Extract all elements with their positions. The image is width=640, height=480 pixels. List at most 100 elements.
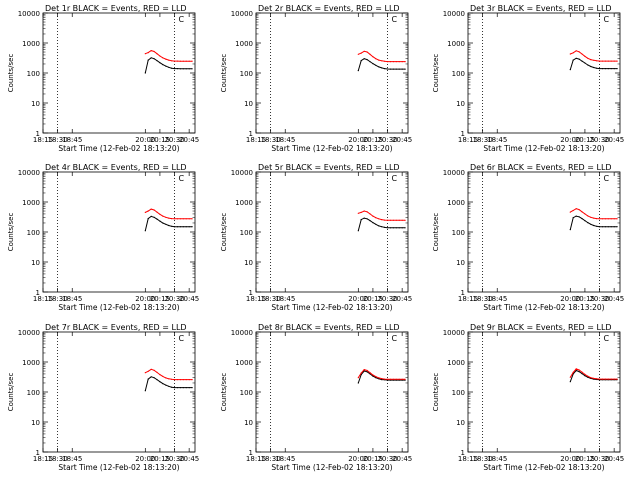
data-point [144, 390, 146, 392]
data-point [150, 50, 152, 52]
x-tick-label: 20:15 [575, 136, 595, 144]
data-point [392, 227, 394, 229]
panel-title: Det 6r BLACK = Events, RED = LLD [470, 163, 612, 172]
data-point [372, 63, 374, 65]
y-tick-label: 10000 [231, 169, 253, 177]
data-point [179, 226, 181, 228]
data-point [375, 376, 377, 378]
y-axis-label: Counts/sec [220, 54, 228, 93]
data-point [569, 53, 571, 55]
data-point [144, 72, 146, 74]
x-tick-label: 18:15 [458, 455, 478, 463]
plot-frame [42, 12, 196, 134]
chart-panel-4: Det 4r BLACK = Events, RED = LLD 1 10 100 10… [7, 163, 199, 312]
x-tick-label: 20:30 [377, 136, 397, 144]
data-point [381, 226, 383, 228]
plot-frame [467, 12, 621, 134]
data-point [395, 219, 397, 221]
data-point [144, 372, 146, 374]
data-point [171, 378, 173, 380]
data-point [156, 371, 158, 373]
y-tick-label: 10000 [443, 169, 465, 177]
plot-frame [467, 171, 621, 293]
data-point [610, 226, 612, 228]
x-tick-label: 18:45 [275, 136, 295, 144]
x-axis-label: Start Time (12-Feb-02 18:13:20) [271, 144, 392, 153]
data-point [176, 68, 179, 70]
data-point [584, 220, 586, 222]
chart-panel-3: Det 3r BLACK = Events, RED = LLD 1 10 100 10… [432, 4, 624, 153]
data-point [156, 211, 158, 213]
x-tick-label: 18:30 [473, 136, 493, 144]
data-point [171, 60, 173, 62]
data-point [575, 208, 577, 210]
data-point [168, 224, 170, 227]
data-point [598, 60, 601, 62]
data-point [191, 379, 193, 381]
x-tick-label: 20:45 [392, 136, 412, 144]
x-tick-label: 18:15 [246, 455, 266, 463]
data-point [375, 377, 377, 379]
data-point [398, 227, 400, 229]
data-point [584, 55, 586, 57]
data-point [153, 50, 155, 53]
data-point [357, 377, 359, 379]
data-point [147, 378, 149, 380]
y-tick-label: 100 [27, 389, 40, 397]
x-tick-label: 20:45 [392, 455, 412, 463]
y-tick-label: 1 [249, 449, 253, 457]
y-tick-label: 1000 [235, 199, 253, 207]
data-point [578, 371, 580, 373]
data-point [191, 60, 193, 62]
data-point [386, 68, 389, 70]
chart-panel-1: Det 1r BLACK = Events, RED = LLD 1 10 100 10… [7, 4, 199, 153]
x-tick-label: 18:15 [33, 455, 53, 463]
data-point [395, 378, 397, 380]
data-point [598, 68, 601, 70]
y-tick-label: 1000 [447, 199, 465, 207]
data-point [389, 227, 392, 229]
data-point [578, 209, 580, 211]
data-point [575, 368, 577, 370]
data-point [601, 378, 604, 380]
data-point [179, 387, 181, 389]
data-point [598, 378, 601, 380]
plot-frame [255, 331, 409, 453]
data-point [596, 60, 598, 62]
y-axis-label: Counts/sec [432, 373, 440, 412]
data-point [153, 369, 155, 371]
data-point [569, 229, 571, 231]
x-tick-label: 20:45 [604, 295, 624, 303]
data-point [185, 379, 187, 381]
data-point [144, 53, 146, 55]
x-tick-label: 18:30 [261, 136, 281, 144]
data-point [378, 377, 380, 379]
y-tick-label: 1 [461, 130, 465, 138]
x-tick-label: 20:00 [560, 295, 580, 303]
data-point [596, 67, 598, 69]
data-point [610, 378, 612, 380]
data-point [357, 53, 359, 55]
x-tick-label: 20:00 [348, 295, 368, 303]
data-point [165, 216, 167, 218]
x-tick-label: 20:30 [164, 136, 184, 144]
panel-marker-label: C [391, 15, 397, 24]
data-point [404, 227, 406, 229]
x-tick-label: 18:30 [48, 295, 68, 303]
y-tick-label: 1000 [447, 40, 465, 48]
data-point [147, 370, 149, 372]
data-point [357, 212, 359, 214]
data-point [604, 68, 607, 70]
y-tick-label: 10000 [18, 10, 40, 18]
x-tick-label: 20:00 [560, 136, 580, 144]
panel-marker-label: C [603, 15, 609, 24]
x-tick-label: 20:45 [179, 455, 199, 463]
data-point [369, 372, 371, 374]
plot-frame [255, 12, 409, 134]
data-point [188, 379, 190, 381]
y-tick-label: 100 [452, 70, 465, 78]
x-tick-label: 18:45 [487, 295, 507, 303]
data-point [366, 369, 368, 372]
x-axis-label: Start Time (12-Feb-02 18:13:20) [483, 303, 604, 312]
data-point [176, 379, 179, 381]
